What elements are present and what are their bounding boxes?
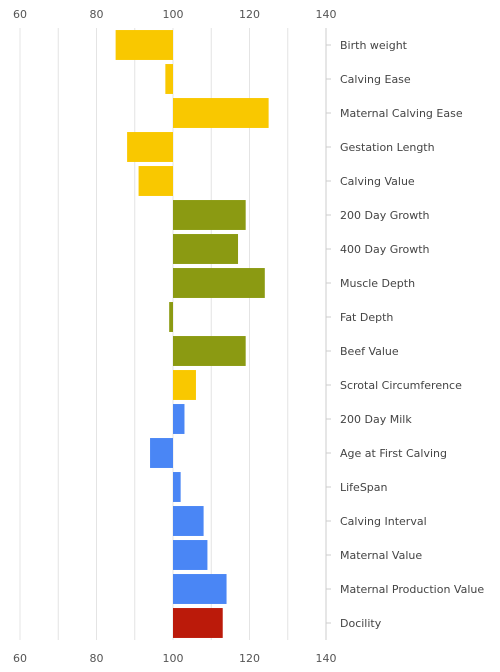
bar-calving-ease bbox=[165, 64, 173, 94]
bar-maternal-calving-ease bbox=[173, 98, 269, 128]
x-axis-bottom: 60 80 100 120 140 bbox=[13, 652, 337, 665]
bar-gestation-length bbox=[127, 132, 173, 162]
x-tick-label-top: 120 bbox=[239, 8, 260, 21]
category-label: Gestation Length bbox=[340, 141, 435, 154]
category-label: Scrotal Circumference bbox=[340, 379, 462, 392]
bar-muscle-depth bbox=[173, 268, 265, 298]
x-tick-label-bottom: 120 bbox=[239, 652, 260, 665]
bars bbox=[115, 30, 269, 638]
bar-fat-depth bbox=[169, 302, 173, 332]
x-tick-label-bottom: 140 bbox=[316, 652, 337, 665]
category-label: Calving Interval bbox=[340, 515, 427, 528]
x-tick-label-bottom: 100 bbox=[163, 652, 184, 665]
x-tick-label-top: 80 bbox=[90, 8, 104, 21]
bar-docility bbox=[173, 608, 223, 638]
x-tick-label-top: 140 bbox=[316, 8, 337, 21]
bar-calving-value bbox=[138, 166, 173, 196]
bar-birth-weight bbox=[115, 30, 173, 60]
bar-200-day-milk bbox=[173, 404, 185, 434]
bar-calving-interval bbox=[173, 506, 204, 536]
bar-maternal-production-value bbox=[173, 574, 227, 604]
bar-200-day-growth bbox=[173, 200, 246, 230]
category-label: 400 Day Growth bbox=[340, 243, 430, 256]
category-label: Maternal Production Value bbox=[340, 583, 484, 596]
category-label: Docility bbox=[340, 617, 382, 630]
bar-lifespan bbox=[173, 472, 181, 502]
category-labels: Birth weight Calving Ease Maternal Calving… bbox=[326, 39, 484, 630]
category-label: Maternal Calving Ease bbox=[340, 107, 463, 120]
category-label: Age at First Calving bbox=[340, 447, 447, 460]
category-label: Beef Value bbox=[340, 345, 399, 358]
category-label: 200 Day Milk bbox=[340, 413, 412, 426]
x-tick-label-bottom: 80 bbox=[90, 652, 104, 665]
category-label: 200 Day Growth bbox=[340, 209, 430, 222]
x-tick-label-top: 60 bbox=[13, 8, 27, 21]
category-label: Maternal Value bbox=[340, 549, 422, 562]
x-tick-label-bottom: 60 bbox=[13, 652, 27, 665]
x-tick-label-top: 100 bbox=[163, 8, 184, 21]
bar-400-day-growth bbox=[173, 234, 239, 264]
category-label: Calving Value bbox=[340, 175, 415, 188]
category-label: Birth weight bbox=[340, 39, 408, 52]
category-label: Fat Depth bbox=[340, 311, 393, 324]
bar-age-at-first-calving bbox=[150, 438, 173, 468]
bar-maternal-value bbox=[173, 540, 208, 570]
bar-beef-value bbox=[173, 336, 246, 366]
bar-scrotal-circumference bbox=[173, 370, 196, 400]
category-label: LifeSpan bbox=[340, 481, 388, 494]
category-label: Muscle Depth bbox=[340, 277, 415, 290]
category-label: Calving Ease bbox=[340, 73, 411, 86]
x-axis-top: 60 80 100 120 140 bbox=[13, 8, 337, 21]
